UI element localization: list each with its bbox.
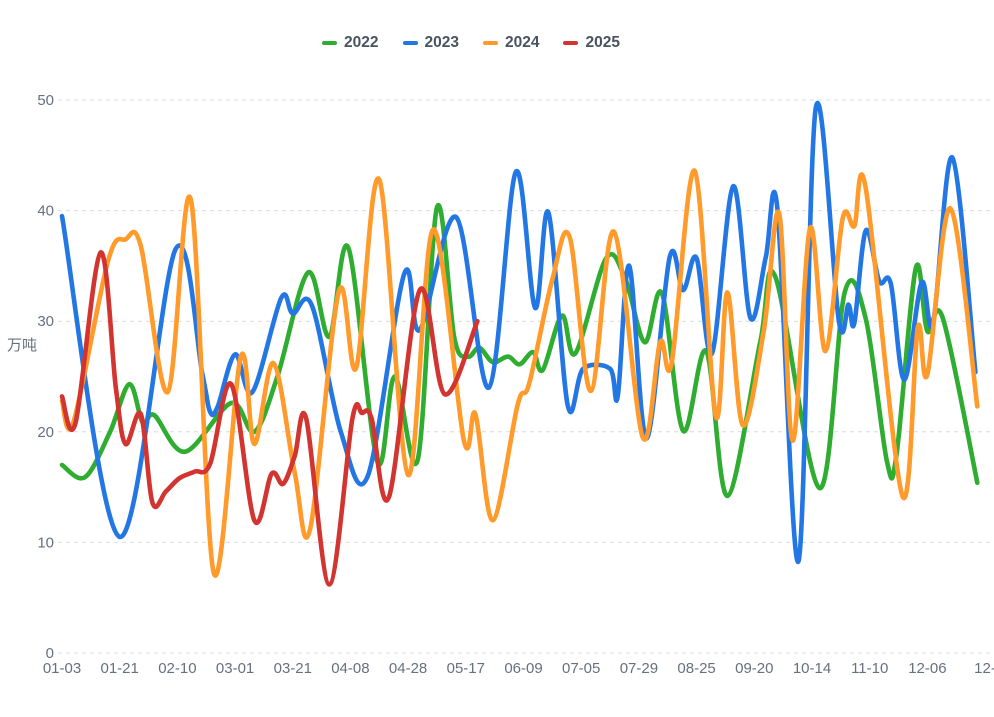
x-tick-label-03-01: 03-01 <box>216 660 254 677</box>
x-tick-label-01-03: 01-03 <box>43 660 81 677</box>
y-tick-label-50: 50 <box>37 92 54 109</box>
legend-item-2025[interactable]: 2025 <box>563 34 620 52</box>
x-tick-label-07-29: 07-29 <box>620 660 658 677</box>
legend-dash-icon <box>322 41 338 45</box>
x-tick-label-10-14: 10-14 <box>793 660 831 677</box>
legend: 2022 2023 2024 2025 <box>0 34 968 52</box>
legend-label: 2024 <box>505 34 540 51</box>
x-tick-label-06-09: 06-09 <box>504 660 542 677</box>
x-tick-label-07-05: 07-05 <box>562 660 600 677</box>
legend-dash-icon <box>563 41 579 45</box>
legend-item-2022[interactable]: 2022 <box>322 34 379 52</box>
legend-item-2023[interactable]: 2023 <box>402 34 459 52</box>
x-tick-label-08-25: 08-25 <box>677 660 715 677</box>
y-tick-label-30: 30 <box>37 313 54 330</box>
series-line-2025 <box>59 250 480 587</box>
legend-dash-icon <box>483 41 498 45</box>
x-tick-label-12-: 12- <box>974 660 994 677</box>
x-tick-label-05-17: 05-17 <box>447 660 485 677</box>
x-tick-label-11-10: 11-10 <box>851 660 888 677</box>
legend-label: 2023 <box>424 34 459 51</box>
legend-label: 2025 <box>585 34 620 51</box>
y-tick-label-40: 40 <box>37 203 54 220</box>
x-tick-label-12-06: 12-06 <box>908 660 946 677</box>
x-tick-label-04-08: 04-08 <box>331 660 369 677</box>
series-line-2024 <box>59 168 980 578</box>
x-tick-label-09-20: 09-20 <box>735 660 773 677</box>
legend-label: 2022 <box>344 34 379 51</box>
x-tick-label-04-28: 04-28 <box>389 660 427 677</box>
x-tick-label-01-21: 01-21 <box>101 660 139 677</box>
x-tick-label-02-10: 02-10 <box>158 660 196 677</box>
y-tick-label-0: 0 <box>46 645 54 662</box>
y-axis-unit-text: 万吨 <box>7 337 38 354</box>
legend-dash-icon <box>402 41 418 45</box>
y-tick-label-10: 10 <box>37 534 54 551</box>
legend-item-2024[interactable]: 2024 <box>483 34 539 52</box>
y-tick-label-20: 20 <box>37 424 54 441</box>
x-tick-label-03-21: 03-21 <box>274 660 312 677</box>
y-axis-unit-label: 万吨 <box>7 336 37 355</box>
